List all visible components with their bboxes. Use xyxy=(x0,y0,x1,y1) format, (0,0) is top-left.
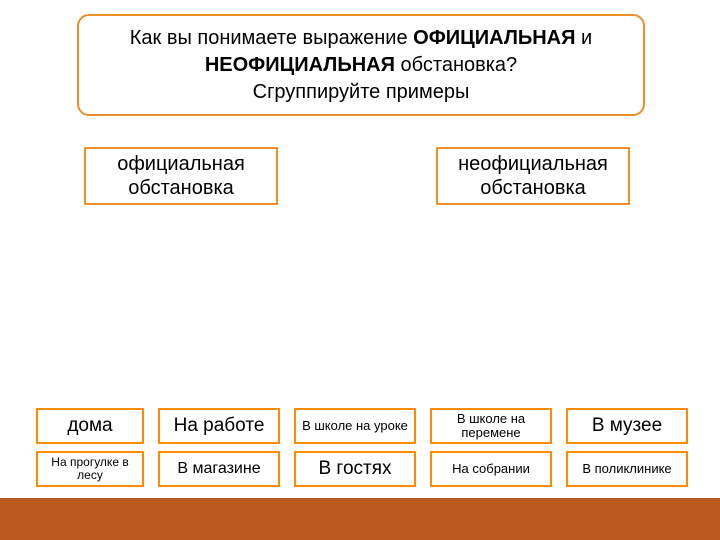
q2-suffix: обстановка? xyxy=(395,54,517,76)
q2-bold: НЕОФИЦИАЛЬНАЯ xyxy=(205,54,395,76)
tile-label: На прогулке в лесу xyxy=(42,456,138,482)
tile-shkola-peremena[interactable]: В школе на перемене xyxy=(430,408,552,444)
tile-magazin[interactable]: В магазине xyxy=(158,451,280,487)
tile-label: На собрании xyxy=(452,462,530,476)
question-line3: Сгруппируйте примеры xyxy=(253,79,470,106)
tile-progulka[interactable]: На прогулке в лесу xyxy=(36,451,144,487)
tile-gosti[interactable]: В гостях xyxy=(294,451,416,487)
tile-poliklinika[interactable]: В поликлинике xyxy=(566,451,688,487)
tile-muzey[interactable]: В музее xyxy=(566,408,688,444)
tile-label: В музее xyxy=(592,416,662,437)
tile-label: дома xyxy=(67,416,112,437)
footer-bar xyxy=(0,498,720,540)
category-unofficial[interactable]: неофициальная обстановка xyxy=(436,147,630,205)
tile-doma[interactable]: дома xyxy=(36,408,144,444)
category-official-label: официальная обстановка xyxy=(90,152,272,200)
tile-sobranie[interactable]: На собрании xyxy=(430,451,552,487)
tile-label: В школе на перемене xyxy=(436,412,546,441)
tile-label: В поликлинике xyxy=(582,462,671,476)
tile-label: В магазине xyxy=(177,460,260,478)
q1-mid: и xyxy=(576,27,593,49)
tile-label: В гостях xyxy=(318,459,391,480)
category-official[interactable]: официальная обстановка xyxy=(84,147,278,205)
category-unofficial-label: неофициальная обстановка xyxy=(442,152,624,200)
q1-prefix: Как вы понимаете выражение xyxy=(130,27,413,49)
tile-shkola-urok[interactable]: В школе на уроке xyxy=(294,408,416,444)
question-box: Как вы понимаете выражение ОФИЦИАЛЬНАЯ и… xyxy=(77,14,645,116)
tile-label: На работе xyxy=(174,416,265,437)
question-line2: НЕОФИЦИАЛЬНАЯ обстановка? xyxy=(205,52,517,79)
question-line1: Как вы понимаете выражение ОФИЦИАЛЬНАЯ и xyxy=(130,25,592,52)
q1-bold1: ОФИЦИАЛЬНАЯ xyxy=(413,27,575,49)
tile-na-rabote[interactable]: На работе xyxy=(158,408,280,444)
tile-label: В школе на уроке xyxy=(302,419,408,433)
